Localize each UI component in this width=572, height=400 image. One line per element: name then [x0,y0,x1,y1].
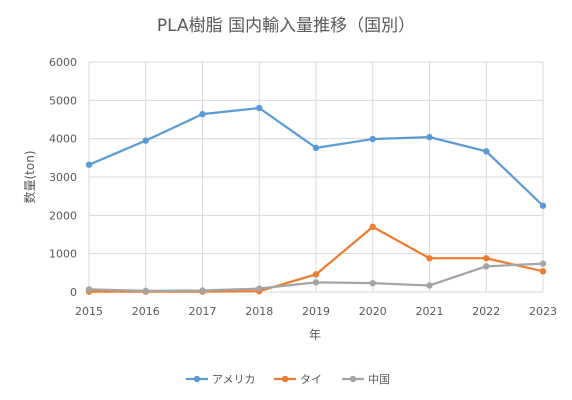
data-point [369,223,376,231]
grid-lines [88,61,544,293]
x-tick-label: 2017 [189,305,217,318]
y-tick-label: 1000 [49,248,77,261]
legend-label: タイ [300,373,322,386]
x-tick-label: 2019 [302,305,330,318]
data-point [369,135,376,143]
y-tick-label: 3000 [49,171,77,184]
y-tick-label: 0 [70,286,77,299]
x-tick-labels: 2015 2016 2017 2018 2019 2020 2021 2022 2023 [75,305,557,318]
data-point [539,260,547,267]
data-point [142,137,149,144]
y-axis-title: 数量(ton) [22,150,37,203]
x-tick-label: 2021 [416,305,444,318]
y-tick-label: 6000 [49,56,77,69]
data-point [312,271,320,278]
legend-swatch-marker [193,375,201,383]
data-point [369,279,376,287]
legend-label: 中国 [368,373,390,386]
series-group [85,104,547,295]
y-tick-labels: 0 1000 2000 3000 4000 5000 6000 [49,56,77,299]
y-tick-label: 5000 [49,94,77,107]
data-point [85,161,93,168]
legend: アメリカ タイ 中国 [186,373,390,386]
x-axis-title: 年 [309,328,321,342]
data-point [426,255,433,262]
legend-swatch-marker [281,375,289,383]
data-point [539,268,547,275]
data-point [426,282,433,289]
data-point [426,133,433,141]
x-tick-label: 2018 [245,305,273,318]
data-point [483,148,490,155]
data-point [256,104,263,112]
data-point [142,287,149,295]
x-tick-label: 2023 [529,305,557,318]
data-point [483,255,490,262]
data-point [312,144,320,152]
x-tick-label: 2022 [472,305,500,318]
chart-title: PLA樹脂 国内輸入量推移（国別） [156,16,416,36]
data-point [312,279,320,286]
legend-swatch-marker [349,375,357,383]
y-tick-label: 2000 [49,209,77,222]
data-point [199,110,206,118]
x-tick-label: 2016 [132,305,160,318]
data-point [539,202,547,209]
legend-label: アメリカ [212,373,255,386]
data-point [199,287,206,294]
x-tick-label: 2020 [359,305,387,318]
data-point [256,285,263,292]
data-point [85,286,93,293]
y-tick-label: 4000 [49,133,77,146]
data-point [483,263,490,270]
x-tick-label: 2015 [75,305,103,318]
